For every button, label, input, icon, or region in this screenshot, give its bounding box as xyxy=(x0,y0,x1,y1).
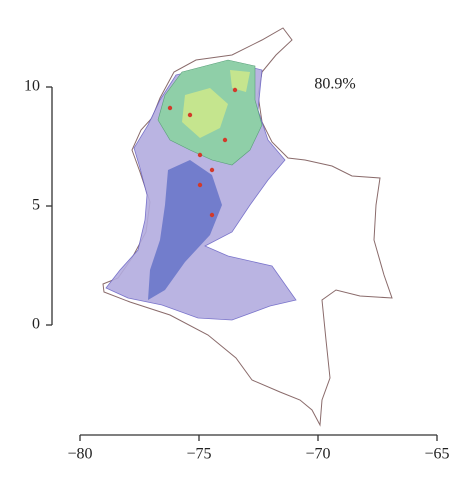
occurrence xyxy=(209,167,215,173)
y-tick-label: 10 xyxy=(24,78,40,95)
occurrence-points xyxy=(167,87,238,218)
occurrence xyxy=(197,182,203,188)
very-high-suitability xyxy=(182,70,250,138)
x-tick-label: −75 xyxy=(186,446,211,463)
core-area xyxy=(148,160,222,300)
y-tick-label: 5 xyxy=(32,197,40,214)
occurrence xyxy=(209,212,215,218)
annotation: 80.9% xyxy=(314,76,355,93)
occurrence xyxy=(222,137,228,143)
country-map xyxy=(102,27,393,427)
axes: −80 −75 −70 −65 0 5 10 xyxy=(24,78,450,463)
x-tick-label: −70 xyxy=(305,446,330,463)
x-tick-label: −80 xyxy=(67,446,92,463)
occurrence xyxy=(232,87,238,93)
occurrence xyxy=(197,152,203,158)
occurrence xyxy=(187,112,193,118)
occurrence xyxy=(167,105,173,111)
x-tick-label: −65 xyxy=(424,446,449,463)
y-tick-label: 0 xyxy=(32,316,40,333)
